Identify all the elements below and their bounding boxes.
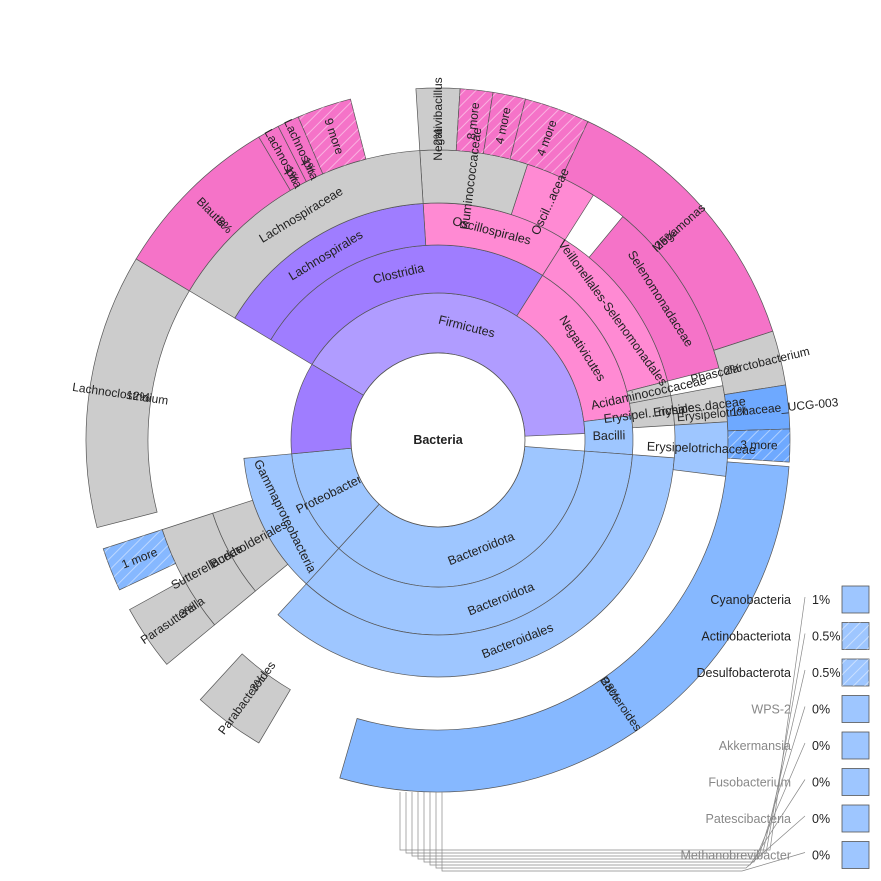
key-pct: 0% bbox=[812, 739, 830, 753]
family-label: Erysipelotrichaceae bbox=[647, 440, 757, 457]
key-swatch[interactable] bbox=[841, 841, 870, 869]
key-leader bbox=[405, 633, 806, 854]
genus-wedge[interactable] bbox=[339, 461, 790, 793]
key-swatch-hatch bbox=[842, 622, 869, 650]
genus-pct: 2% bbox=[431, 128, 445, 146]
key-pct: 0.5% bbox=[812, 666, 841, 680]
key-swatch[interactable] bbox=[841, 804, 870, 833]
key-label: WPS-2 bbox=[751, 703, 791, 717]
key-leader bbox=[429, 779, 806, 866]
key-swatch[interactable] bbox=[841, 695, 870, 723]
key-pct: 0% bbox=[812, 812, 830, 826]
genus-pct: 2% bbox=[723, 360, 743, 378]
genus-pct: 12% bbox=[125, 388, 151, 405]
key-leader bbox=[435, 792, 806, 869]
key-row[interactable]: Fusobacterium 0% bbox=[429, 768, 870, 866]
key-label: Actinobacteriota bbox=[701, 630, 791, 644]
genus-label: 8 more bbox=[464, 101, 482, 140]
genus-pct: 1% bbox=[299, 155, 319, 177]
key-pct: 0% bbox=[812, 776, 830, 790]
key-pct: 0.5% bbox=[812, 630, 841, 644]
genus-label: Negativibacillus bbox=[431, 77, 445, 160]
key-label: Desulfobacterota bbox=[696, 666, 791, 680]
key-label: Akkermansia bbox=[719, 739, 791, 753]
genus-pct: 1% bbox=[730, 404, 749, 420]
genus-wedge-hatch bbox=[456, 88, 494, 154]
key-swatch-hatch bbox=[842, 659, 869, 686]
key-row[interactable]: Akkermansia 0% bbox=[423, 731, 870, 863]
key-row[interactable]: Patescibacteria 0% bbox=[435, 792, 870, 869]
key-row[interactable]: Actinobacteriota 0.5% bbox=[405, 622, 870, 854]
genus-wedge[interactable] bbox=[199, 653, 291, 744]
genus-wedge[interactable] bbox=[129, 579, 216, 665]
key-leader bbox=[399, 596, 806, 851]
key-pct: 0% bbox=[812, 849, 830, 863]
key-swatch[interactable] bbox=[841, 585, 870, 614]
genus-wedge-hatch bbox=[103, 529, 176, 590]
key-pct: 0% bbox=[812, 703, 830, 717]
center-label: Bacteria bbox=[413, 433, 463, 447]
genus-wedge-hatch bbox=[727, 428, 790, 463]
key-leader bbox=[417, 706, 806, 860]
key-label: Fusobacterium bbox=[708, 776, 791, 790]
key-pct: 1% bbox=[812, 593, 830, 607]
key-leader bbox=[423, 742, 806, 863]
genus-wedge-hatch bbox=[483, 92, 526, 160]
key-label: Cyanobacteria bbox=[710, 593, 791, 607]
center-disc[interactable] bbox=[350, 352, 526, 528]
key-row[interactable]: WPS-2 0% bbox=[417, 695, 870, 860]
key-label: Methanobrevibacter bbox=[681, 849, 791, 863]
key-swatch[interactable] bbox=[841, 768, 870, 796]
key-leader bbox=[411, 669, 806, 857]
genus-wedge-hatch bbox=[510, 99, 588, 178]
key-row[interactable]: Desulfobacterota 0.5% bbox=[411, 658, 870, 857]
genus-wedge-hatch bbox=[298, 99, 366, 174]
genus-label: 3 more bbox=[740, 438, 778, 453]
class-label: Bacilli bbox=[592, 428, 625, 443]
key-swatch[interactable] bbox=[841, 731, 870, 760]
order-wedge[interactable] bbox=[277, 454, 675, 678]
key-leader bbox=[441, 792, 806, 872]
key-row[interactable]: Cyanobacteria 1% bbox=[399, 585, 870, 851]
key-label: Patescibacteria bbox=[706, 812, 792, 826]
key-row[interactable]: Methanobrevibacter 0% bbox=[441, 792, 870, 872]
